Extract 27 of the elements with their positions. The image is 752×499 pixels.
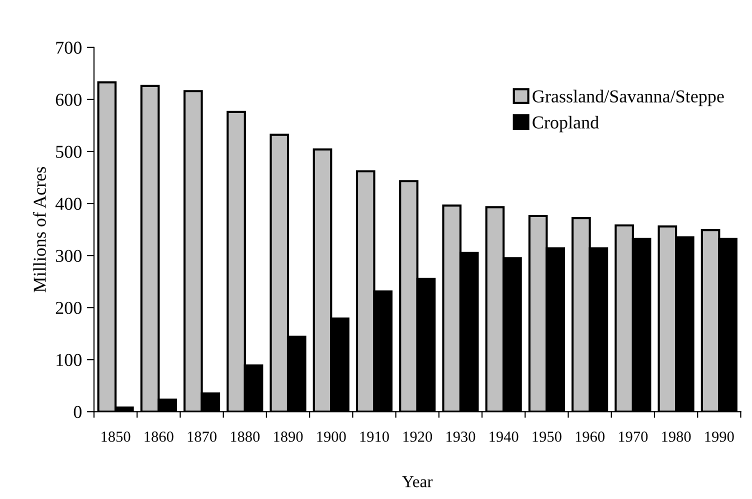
x-tick-label: 1950 <box>532 432 562 442</box>
x-tick-label: 1880 <box>230 432 260 442</box>
x-tick-label: 1990 <box>705 432 734 442</box>
x-tick-label: 1870 <box>188 432 216 442</box>
legend-label: Grassland/Savanna/Steppe <box>532 90 724 106</box>
y-tick-label: 300 <box>56 250 82 262</box>
x-axis-title: Year <box>402 476 433 488</box>
x-tick-label: 1910 <box>360 432 389 442</box>
x-tick-label: 1940 <box>490 432 518 442</box>
x-tick-label: 1850 <box>102 432 130 442</box>
y-axis-title: Millions of Acres <box>33 167 46 292</box>
x-tick-label: 1930 <box>446 432 476 442</box>
x-tick-label: 1890 <box>274 432 303 442</box>
y-tick-label: 700 <box>56 42 82 54</box>
y-tick-label: 600 <box>56 94 82 106</box>
x-tick-label: 1860 <box>144 432 174 442</box>
y-tick-label: 400 <box>55 198 82 210</box>
y-tick-label: 0 <box>74 406 82 418</box>
legend-label: Cropland <box>532 116 599 132</box>
y-tick-label: 200 <box>56 302 82 314</box>
y-tick-label: 500 <box>56 146 82 158</box>
x-tick-label: 1920 <box>403 432 432 442</box>
x-tick-label: 1980 <box>662 432 691 442</box>
x-tick-label: 1970 <box>619 432 648 442</box>
x-tick-label: 1900 <box>317 432 346 442</box>
x-tick-label: 1960 <box>576 432 605 442</box>
y-tick-label: 100 <box>56 354 82 366</box>
